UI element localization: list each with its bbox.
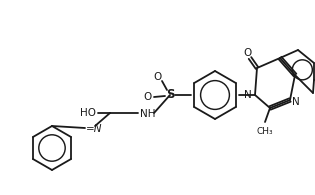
- Text: S: S: [166, 89, 174, 102]
- Text: CH₃: CH₃: [257, 127, 273, 136]
- Text: N: N: [292, 97, 300, 107]
- Text: HO: HO: [80, 108, 96, 118]
- Text: =N: =N: [86, 124, 102, 134]
- Text: NH: NH: [140, 109, 156, 119]
- Text: O: O: [244, 48, 252, 58]
- Text: N: N: [244, 90, 252, 100]
- Text: O: O: [154, 72, 162, 82]
- Text: O: O: [144, 92, 152, 102]
